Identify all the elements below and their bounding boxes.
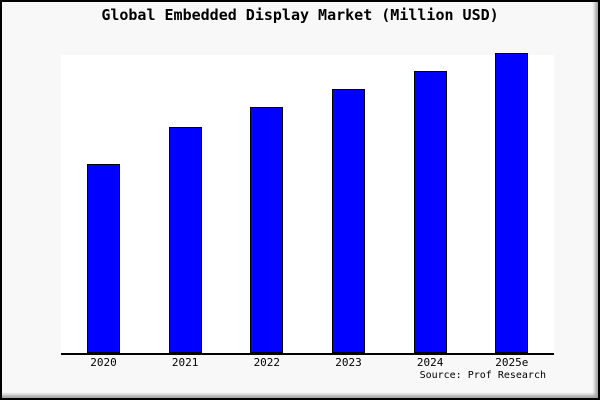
bar-2021 [168, 127, 202, 353]
chart-title: Global Embedded Display Market (Million … [101, 6, 499, 24]
x-tick-label-2022: 2022 [253, 356, 281, 369]
bar-2024 [413, 71, 447, 353]
x-tick-label-2025e: 2025e [495, 356, 529, 369]
x-tick-label-2024: 2024 [416, 356, 444, 369]
bar-2025e [495, 53, 529, 353]
bar-2022 [250, 107, 284, 353]
source-note: Source: Prof Research [419, 370, 546, 381]
x-tick-label-2023: 2023 [335, 356, 362, 369]
x-tick-label-2020: 2020 [90, 356, 117, 369]
bar-2020 [87, 164, 120, 353]
x-axis-labels: 2020 2021 2022 2023 2024 2025e [61, 356, 554, 372]
x-tick-label-2021: 2021 [171, 356, 199, 369]
bar-2023 [331, 89, 365, 353]
plot-area [61, 53, 554, 355]
